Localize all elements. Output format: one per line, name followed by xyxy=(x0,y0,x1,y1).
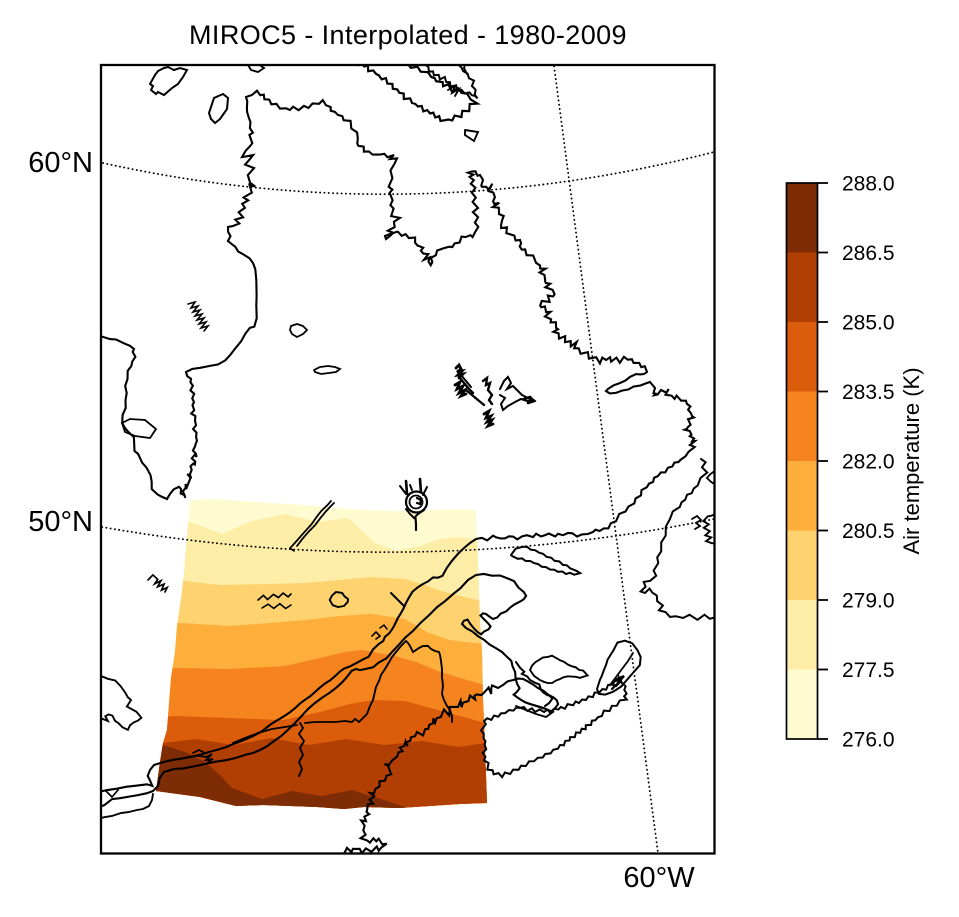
svg-text:283.5: 283.5 xyxy=(842,381,895,404)
svg-text:MIROC5 - Interpolated - 1980-2: MIROC5 - Interpolated - 1980-2009 xyxy=(189,20,627,50)
svg-text:285.0: 285.0 xyxy=(842,312,895,335)
svg-text:279.0: 279.0 xyxy=(842,590,895,613)
svg-text:Air temperature (K): Air temperature (K) xyxy=(899,367,924,554)
svg-text:60°N: 60°N xyxy=(28,147,93,179)
svg-text:60°W: 60°W xyxy=(623,862,695,894)
svg-text:50°N: 50°N xyxy=(28,506,93,538)
svg-text:277.5: 277.5 xyxy=(842,659,895,682)
svg-text:282.0: 282.0 xyxy=(842,451,895,474)
svg-text:280.5: 280.5 xyxy=(842,520,895,543)
svg-text:276.0: 276.0 xyxy=(842,729,895,752)
svg-text:286.5: 286.5 xyxy=(842,242,895,265)
svg-text:288.0: 288.0 xyxy=(842,173,895,196)
